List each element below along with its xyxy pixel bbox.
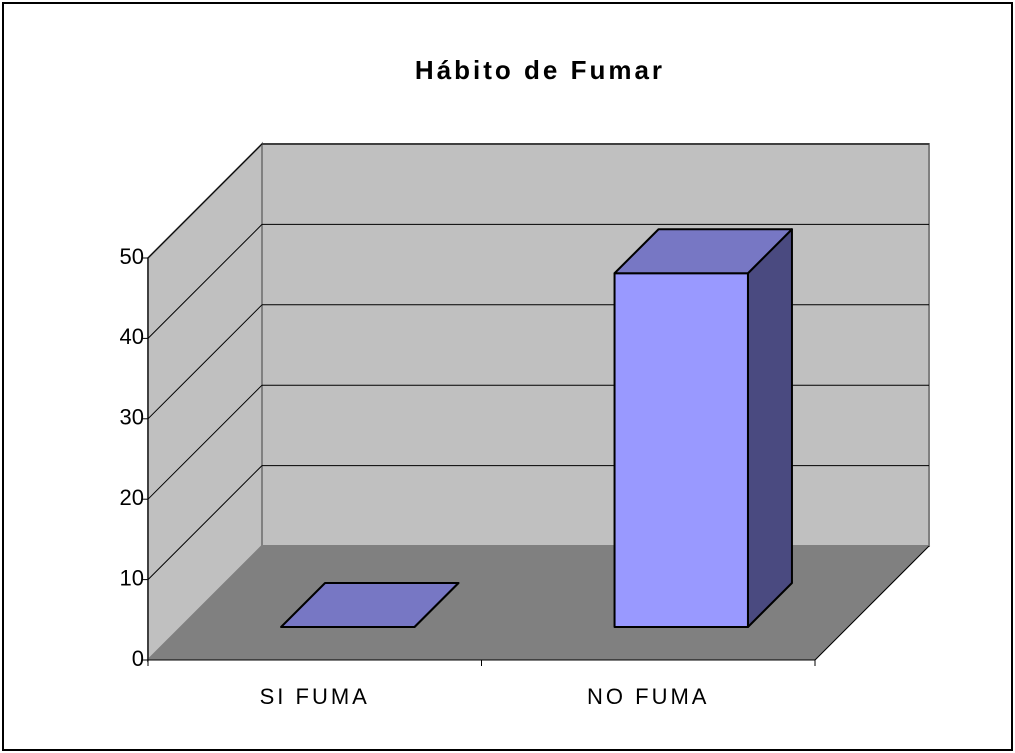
bar-top — [280, 582, 460, 628]
y-tick-label: 20 — [120, 485, 144, 510]
floor — [146, 545, 931, 661]
back-wall — [261, 143, 930, 547]
floor-edge — [814, 545, 930, 661]
grid-line — [147, 384, 263, 500]
grid-line — [147, 465, 263, 580]
bar-side — [746, 228, 793, 628]
y-tick-label: 30 — [120, 405, 144, 430]
y-tick-label: 0 — [132, 646, 144, 671]
y-tick-label: 40 — [120, 324, 144, 349]
y-tick-label: 10 — [120, 565, 144, 590]
x-tick-label: NO FUMA — [587, 684, 709, 709]
y-tick-label: 50 — [120, 244, 144, 269]
x-tick-label: SI FUMA — [260, 684, 370, 709]
grid-line — [147, 143, 263, 259]
grid-line — [147, 304, 263, 420]
chart-title: Hábito de Fumar — [415, 55, 665, 85]
grid-line — [147, 224, 263, 339]
bar — [613, 272, 749, 628]
bar-top — [613, 228, 793, 275]
